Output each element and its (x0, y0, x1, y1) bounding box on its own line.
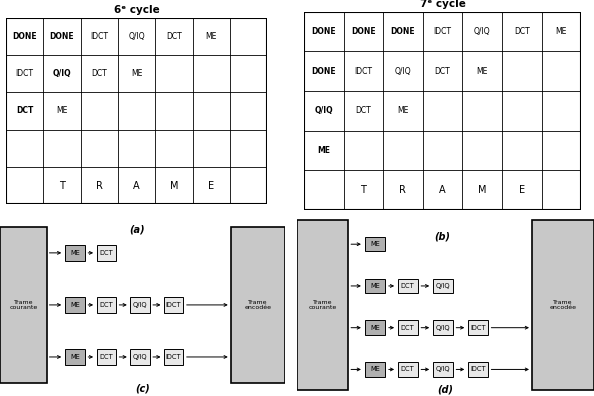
Text: IDCT: IDCT (470, 325, 486, 331)
Text: Q/IQ: Q/IQ (128, 32, 145, 41)
Text: Q/IQ: Q/IQ (435, 366, 450, 372)
Text: ME: ME (371, 241, 380, 247)
Text: DCT: DCT (401, 325, 415, 331)
Text: DONE: DONE (311, 67, 336, 76)
Text: M: M (478, 185, 486, 195)
Bar (130, 349, 150, 365)
Text: IDCT: IDCT (470, 366, 486, 372)
Text: ME: ME (70, 354, 80, 360)
Bar (365, 362, 386, 377)
Text: E: E (519, 185, 525, 195)
Text: Q/IQ: Q/IQ (132, 302, 147, 308)
Bar (365, 237, 386, 251)
Bar (130, 297, 150, 313)
Text: R: R (96, 181, 103, 190)
Text: DONE: DONE (50, 32, 74, 41)
Bar (397, 362, 418, 377)
Text: ME: ME (131, 69, 143, 78)
Text: Q/IQ: Q/IQ (394, 67, 411, 76)
Text: ME: ME (70, 302, 80, 308)
Text: Q/IQ: Q/IQ (474, 27, 491, 36)
Text: DONE: DONE (351, 27, 375, 36)
Bar (97, 349, 116, 365)
Text: Trame
encodée: Trame encodée (549, 299, 576, 310)
Bar (532, 219, 594, 390)
Text: Q/IQ: Q/IQ (435, 325, 450, 331)
Text: ME: ME (206, 32, 217, 41)
Bar (365, 279, 386, 293)
Text: (d): (d) (438, 384, 453, 394)
Text: ME: ME (371, 283, 380, 289)
Text: DCT: DCT (166, 32, 182, 41)
Text: DCT: DCT (99, 354, 113, 360)
Text: ME: ME (371, 325, 380, 331)
Bar (432, 279, 453, 293)
Bar (468, 320, 488, 335)
Text: IDCT: IDCT (90, 32, 108, 41)
Bar (65, 297, 85, 313)
Text: IDCT: IDCT (15, 69, 34, 78)
Text: DCT: DCT (16, 107, 33, 115)
Bar (397, 279, 418, 293)
Bar (65, 349, 85, 365)
Bar (65, 245, 85, 261)
Text: DCT: DCT (401, 366, 415, 372)
Text: Trame
courante: Trame courante (9, 299, 37, 310)
Text: ME: ME (555, 27, 567, 36)
Text: DONE: DONE (311, 27, 336, 36)
Text: Q/IQ: Q/IQ (53, 69, 71, 78)
Bar (97, 297, 116, 313)
Text: T: T (361, 185, 366, 195)
Bar (97, 245, 116, 261)
Text: (b): (b) (435, 232, 450, 242)
Text: A: A (133, 181, 140, 190)
Text: DONE: DONE (12, 32, 37, 41)
Text: DCT: DCT (355, 107, 371, 115)
Bar (432, 362, 453, 377)
Text: ME: ME (397, 107, 409, 115)
Bar (365, 320, 386, 335)
Text: IDCT: IDCT (355, 67, 372, 76)
Text: (a): (a) (129, 225, 144, 235)
Bar (468, 362, 488, 377)
Text: Q/IQ: Q/IQ (435, 283, 450, 289)
Text: ME: ME (371, 366, 380, 372)
Text: DCT: DCT (401, 283, 415, 289)
Text: ME: ME (56, 107, 68, 115)
Text: DCT: DCT (99, 250, 113, 256)
Text: Trame
courante: Trame courante (308, 299, 337, 310)
Text: 7ᵉ cycle: 7ᵉ cycle (419, 0, 466, 9)
Text: DCT: DCT (99, 302, 113, 308)
Text: IDCT: IDCT (434, 27, 451, 36)
Text: DONE: DONE (391, 27, 415, 36)
Text: ME: ME (70, 250, 80, 256)
Text: ME: ME (476, 67, 488, 76)
Text: E: E (208, 181, 214, 190)
Text: IDCT: IDCT (166, 354, 182, 360)
Text: Trame
encodée: Trame encodée (244, 299, 271, 310)
Text: DCT: DCT (91, 69, 107, 78)
Bar (297, 219, 348, 390)
Text: R: R (400, 185, 406, 195)
Text: Q/IQ: Q/IQ (314, 107, 333, 115)
Bar (0, 227, 47, 383)
Text: 6ᵉ cycle: 6ᵉ cycle (113, 4, 160, 15)
Text: Q/IQ: Q/IQ (132, 354, 147, 360)
Text: A: A (439, 185, 446, 195)
Text: T: T (59, 181, 65, 190)
Bar (164, 349, 184, 365)
Bar (397, 320, 418, 335)
Bar (164, 297, 184, 313)
Text: IDCT: IDCT (166, 302, 182, 308)
Text: M: M (170, 181, 178, 190)
Bar (432, 320, 453, 335)
Text: DCT: DCT (514, 27, 530, 36)
Text: DCT: DCT (435, 67, 450, 76)
Text: ME: ME (317, 146, 330, 155)
Bar (230, 227, 285, 383)
Text: (c): (c) (135, 384, 150, 394)
